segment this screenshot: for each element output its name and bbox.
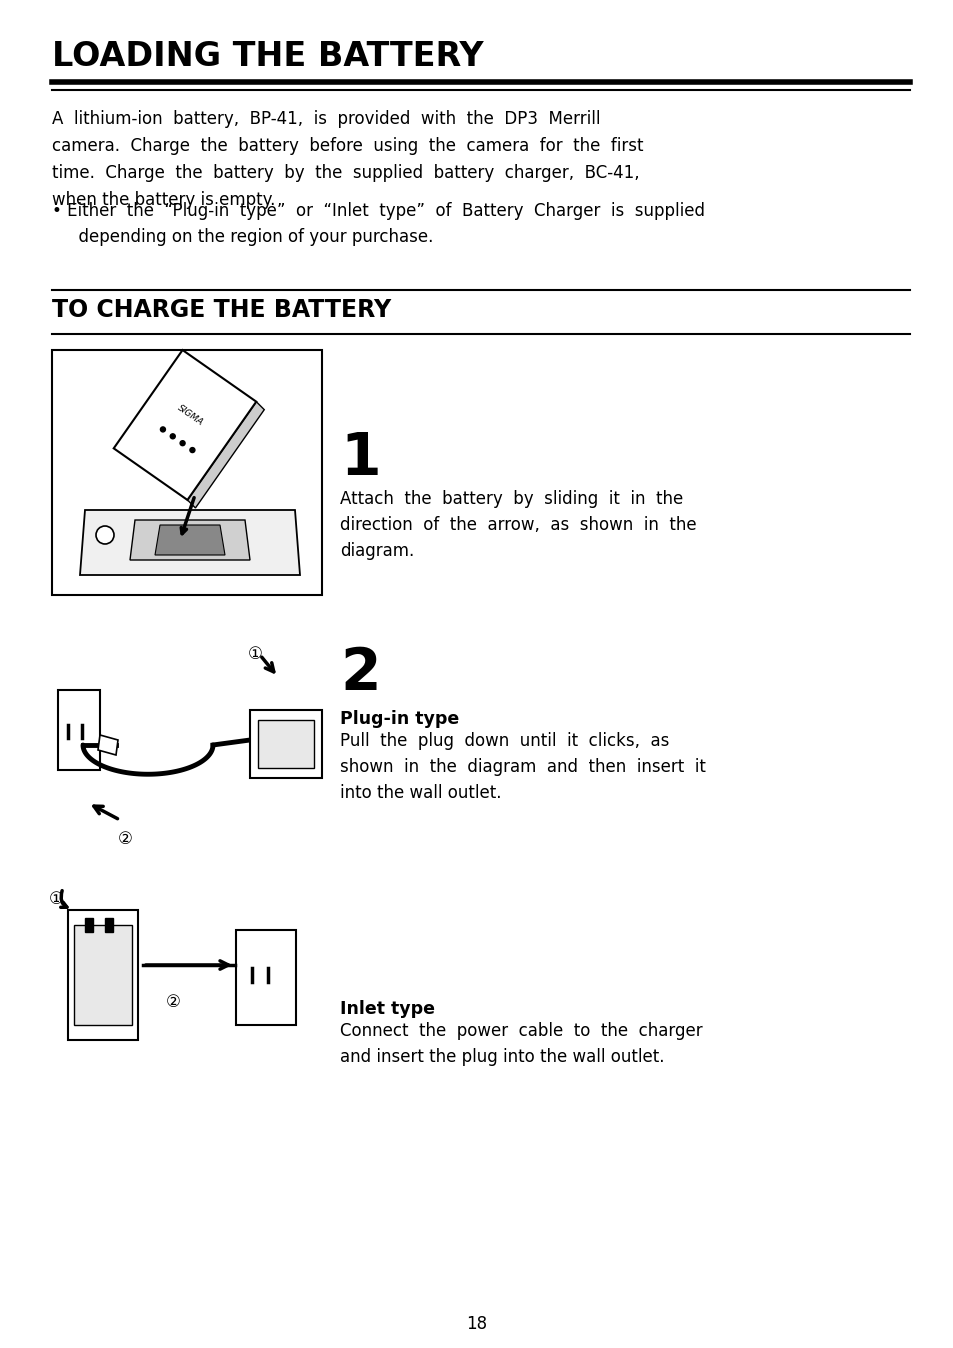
Polygon shape [105,918,112,931]
Bar [68,910,138,1041]
Circle shape [190,448,194,453]
Text: A  lithium-ion  battery,  BP-41,  is  provided  with  the  DP3  Merrill: A lithium-ion battery, BP-41, is provide… [52,111,599,128]
Text: LOADING THE BATTERY: LOADING THE BATTERY [52,40,483,73]
Text: SIGMA: SIGMA [175,403,204,427]
Polygon shape [187,402,264,508]
Text: Connect  the  power  cable  to  the  charger: Connect the power cable to the charger [339,1022,702,1041]
Bar [74,925,132,1024]
Text: Inlet type: Inlet type [339,1000,435,1018]
Polygon shape [85,918,92,931]
Bar [257,720,314,768]
Bar [250,710,322,778]
Text: time.  Charge  the  battery  by  the  supplied  battery  charger,  BC-41,: time. Charge the battery by the supplied… [52,164,639,182]
Bar [58,690,100,770]
Polygon shape [154,524,225,555]
Bar [52,350,322,594]
Text: shown  in  the  diagram  and  then  insert  it: shown in the diagram and then insert it [339,758,705,776]
Text: ②: ② [166,993,180,1011]
Polygon shape [98,735,118,755]
Polygon shape [130,520,250,559]
Text: Plug-in type: Plug-in type [339,710,458,728]
Text: when the battery is empty.: when the battery is empty. [52,191,275,209]
Circle shape [96,526,113,545]
Text: • Either  the  “Plug-in  type”  or  “Inlet  type”  of  Battery  Charger  is  sup: • Either the “Plug-in type” or “Inlet ty… [52,202,704,220]
Circle shape [180,441,185,446]
Bar [235,930,295,1024]
Polygon shape [80,510,299,576]
Text: 18: 18 [466,1316,487,1333]
Text: camera.  Charge  the  battery  before  using  the  camera  for  the  first: camera. Charge the battery before using … [52,137,643,155]
Text: depending on the region of your purchase.: depending on the region of your purchase… [68,228,433,245]
Text: ①: ① [49,890,63,909]
Text: diagram.: diagram. [339,542,414,559]
Circle shape [170,434,175,439]
Text: and insert the plug into the wall outlet.: and insert the plug into the wall outlet… [339,1047,664,1066]
Text: TO CHARGE THE BATTERY: TO CHARGE THE BATTERY [52,298,391,322]
Text: direction  of  the  arrow,  as  shown  in  the: direction of the arrow, as shown in the [339,516,696,534]
Polygon shape [113,350,256,500]
Circle shape [160,427,165,431]
Text: into the wall outlet.: into the wall outlet. [339,785,501,802]
Text: ②: ② [117,830,132,848]
Text: ①: ① [247,644,262,663]
Text: 1: 1 [339,430,380,487]
Text: Pull  the  plug  down  until  it  clicks,  as: Pull the plug down until it clicks, as [339,732,669,749]
Text: Attach  the  battery  by  sliding  it  in  the: Attach the battery by sliding it in the [339,491,682,508]
Text: 2: 2 [339,644,380,702]
